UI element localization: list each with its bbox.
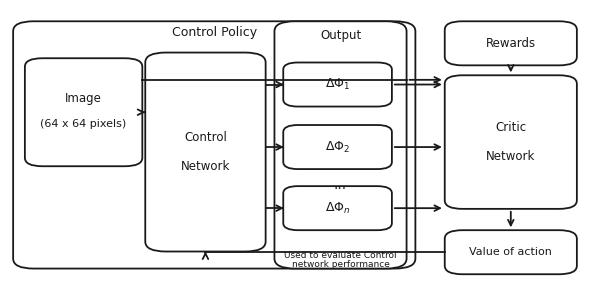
FancyBboxPatch shape [13, 21, 415, 269]
FancyBboxPatch shape [274, 21, 407, 269]
FancyBboxPatch shape [283, 186, 392, 230]
Text: ...: ... [334, 178, 347, 192]
FancyBboxPatch shape [283, 63, 392, 106]
Text: $\Delta\Phi_n$: $\Delta\Phi_n$ [325, 201, 350, 216]
Text: Output: Output [320, 29, 361, 42]
FancyBboxPatch shape [145, 53, 266, 251]
Text: Value of action: Value of action [470, 247, 552, 257]
Text: Network: Network [181, 160, 230, 173]
FancyBboxPatch shape [25, 58, 142, 166]
Text: $\Delta\Phi_1$: $\Delta\Phi_1$ [325, 77, 350, 92]
Text: Used to evaluate Control: Used to evaluate Control [284, 251, 397, 260]
FancyBboxPatch shape [445, 230, 577, 274]
FancyBboxPatch shape [445, 21, 577, 65]
Text: Control: Control [184, 131, 227, 144]
FancyBboxPatch shape [445, 75, 577, 209]
FancyBboxPatch shape [283, 125, 392, 169]
Text: Image: Image [65, 92, 102, 104]
Text: Critic: Critic [495, 121, 526, 134]
Text: network performance: network performance [291, 260, 389, 269]
Text: (64 x 64 pixels): (64 x 64 pixels) [41, 119, 127, 129]
Text: $\Delta\Phi_2$: $\Delta\Phi_2$ [325, 139, 350, 155]
Text: Rewards: Rewards [486, 37, 536, 50]
Text: Network: Network [486, 150, 536, 163]
Text: Control Policy: Control Policy [172, 26, 257, 39]
